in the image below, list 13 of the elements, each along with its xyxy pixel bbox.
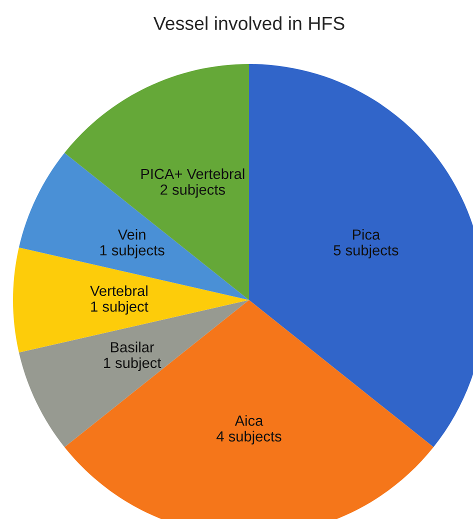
data-label: 2 subjects xyxy=(160,184,225,198)
data-label: 1 subject xyxy=(104,357,162,371)
data-label: 1 subjects xyxy=(100,244,164,258)
data-label: 1 subject xyxy=(91,301,148,315)
data-label: 5 subjects xyxy=(334,244,398,258)
chart-title: Vessel involved in HFS xyxy=(153,16,344,30)
slice-label: Pica xyxy=(352,229,380,240)
slice-label: Vertebral xyxy=(90,285,148,296)
slice-label: Aica xyxy=(234,415,264,426)
slice-label: Basilar xyxy=(110,342,154,352)
slice-label: Vein xyxy=(118,229,146,240)
data-label: 4 subjects xyxy=(216,430,282,444)
slice-label: PICA+ Vertebral xyxy=(141,168,244,180)
